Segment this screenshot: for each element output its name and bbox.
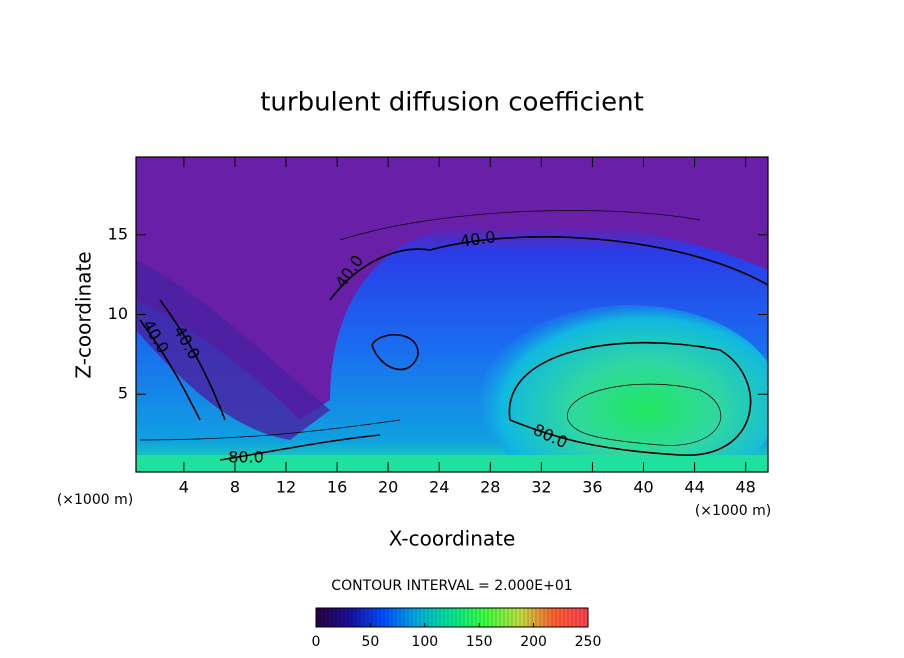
colorbar-tick-label: 0 — [312, 634, 321, 650]
x-tick-label: 44 — [684, 478, 704, 497]
y-tick-label: 15 — [108, 224, 128, 243]
x-tick-label: 4 — [179, 478, 189, 497]
contour-interval: CONTOUR INTERVAL = 2.000E+01 — [331, 578, 572, 594]
contour-label: 80.0 — [228, 448, 264, 467]
y-axis-label: Z-coordinate — [72, 251, 96, 378]
x-tick-label: 48 — [735, 478, 755, 497]
x-tick-label: 12 — [276, 478, 296, 497]
x-tick-label: 28 — [480, 478, 500, 497]
colorbar-tick-label: 200 — [520, 634, 547, 650]
x-tick-label: 32 — [531, 478, 551, 497]
contour-field — [136, 157, 768, 472]
y-tick-label: 10 — [108, 304, 128, 323]
x-tick-label: 16 — [327, 478, 347, 497]
x-tick-label: 24 — [429, 478, 449, 497]
x-unit: (×1000 m) — [57, 492, 133, 508]
contour-label: 40.0 — [459, 227, 497, 251]
chart-title: turbulent diffusion coefficient — [260, 88, 644, 118]
colorbar-tick-label: 50 — [361, 634, 379, 650]
x-tick-label: 20 — [378, 478, 398, 497]
colorbar-frame — [315, 607, 589, 628]
y-unit: (×1000 m) — [695, 503, 771, 519]
y-tick-label: 5 — [118, 384, 128, 403]
x-tick-label: 36 — [582, 478, 602, 497]
colorbar-fill — [316, 608, 588, 627]
colorbar: 0 50 100 150 200 250 — [312, 607, 602, 650]
x-tick-label: 40 — [633, 478, 653, 497]
x-tick-label: 8 — [230, 478, 240, 497]
colorbar-tick-label: 250 — [575, 634, 602, 650]
x-axis-label: X-coordinate — [389, 527, 516, 551]
colorbar-tick-label: 100 — [411, 634, 438, 650]
colorbar-tick-label: 150 — [466, 634, 493, 650]
